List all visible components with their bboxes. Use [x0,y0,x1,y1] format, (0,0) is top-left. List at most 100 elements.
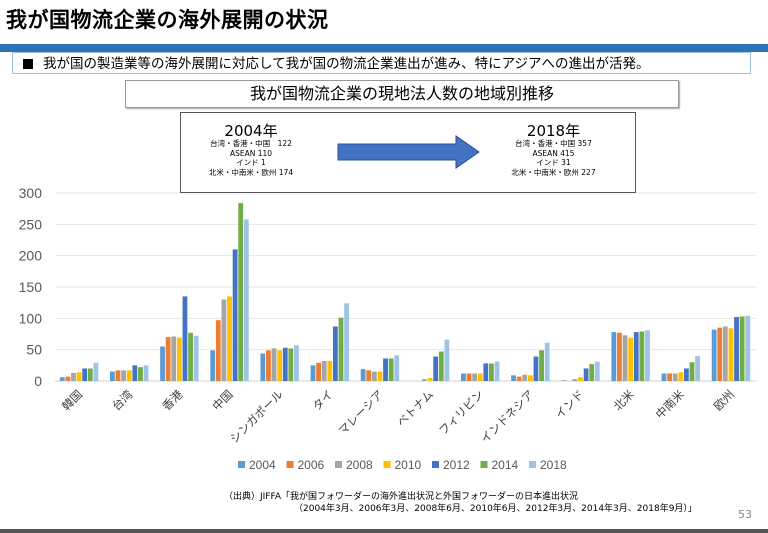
bar-2014 [539,350,544,381]
bar-2018 [494,361,500,381]
page-number: 53 [738,508,752,521]
info-line: 北米・中南米・欧州 174 [208,167,294,177]
bar-2018 [143,365,149,381]
bar-2012 [683,368,689,381]
bar-2012 [182,296,188,381]
bar-2010 [427,377,433,381]
x-tick-label: インドネシア [478,387,537,446]
y-tick-label: 200 [19,248,43,264]
bar-2008 [622,335,628,381]
bar-2014 [238,203,244,381]
info-box: 2004年 台湾・香港・中国 122 ASEAN 110 インド 1 北米・中南… [180,112,636,193]
bar-2014 [589,364,595,381]
bar-2006 [516,376,522,381]
source-line: （2004年3月、2006年3月、2008年6月、2010年6月、2012年3月… [294,504,697,514]
legend-label: 2012 [443,458,470,472]
info-2004: 2004年 台湾・香港・中国 122 ASEAN 110 インド 1 北米・中南… [196,123,306,177]
bar-2014 [689,362,695,381]
bar-2004 [511,375,516,381]
bar-2018 [193,335,199,381]
info-line: 台湾・香港・中国 357 [515,139,592,148]
bar-2004 [160,346,165,381]
bar-2018 [695,355,700,381]
bar-2004 [561,380,567,381]
legend-swatch [335,461,342,468]
bar-2004 [611,332,617,381]
bar-2010 [126,370,132,381]
x-tick-label: マレーシア [336,387,386,437]
bar-2018 [243,219,249,381]
x-tick-label: 北米 [611,387,638,414]
info-line: インド 1 [236,158,266,167]
page-title: 我が国物流企業の海外展開の状況 [6,8,329,32]
bar-2006 [215,320,221,381]
bar-2012 [82,368,88,381]
bar-2004 [310,365,316,381]
arrow-right-icon [337,135,480,169]
bar-2006 [266,350,271,381]
x-tick-label: シンガポール [227,387,286,446]
bar-2018 [594,361,600,381]
bar-2006 [165,337,171,381]
header-divider [0,44,768,52]
y-tick-label: 150 [19,279,43,295]
bar-2014 [639,331,645,381]
x-tick-label: インド [552,387,586,421]
y-tick-label: 0 [34,373,42,389]
bar-2010 [327,360,333,381]
info-year: 2018年 [526,122,581,140]
info-2018: 2018年 台湾・香港・中国 357 ASEAN 415 インド 31 北米・中… [501,123,606,177]
x-tick-label: ベトナム [394,387,436,429]
bar-2014 [87,368,93,381]
bar-2004 [59,377,65,381]
legend-label: 2014 [492,458,519,472]
summary-box: 我が国の製造業等の海外展開に対応して我が国の物流企業進出が進み、特にアジアへの進… [12,52,751,74]
bar-2008 [171,336,177,381]
bar-2012 [282,347,288,381]
y-tick-label: 50 [26,342,42,358]
info-line: 北米・中南米・欧州 227 [511,167,596,177]
bar-2008 [121,370,127,381]
bar-2012 [483,363,489,381]
bar-2014 [438,351,444,381]
bar-2008 [371,371,377,381]
bar-2018 [544,342,550,381]
bar-2010 [678,372,684,381]
bar-2018 [745,315,751,381]
bar-2004 [661,373,667,381]
bar-2012 [734,317,739,381]
legend-label: 2018 [540,458,567,472]
bar-2008 [71,372,76,381]
bottom-border [0,529,768,533]
bar-2004 [711,329,717,381]
bar-2004 [210,350,216,381]
bar-2014 [288,348,294,381]
x-tick-label: 中南米 [653,387,688,422]
chart-title: 我が国物流企業の現地法人数の地域別推移 [125,80,679,108]
bar-2010 [728,328,734,381]
bar-2004 [360,369,366,381]
legend-label: 2010 [395,458,422,472]
x-tick-label: 香港 [159,387,186,414]
bar-2018 [93,362,99,381]
bar-2006 [366,370,372,381]
info-line: ASEAN 415 [532,148,575,158]
x-tick-label: タイ [310,387,336,413]
info-line: 台湾・香港・中国 122 [210,139,292,148]
bar-2006 [717,327,723,381]
x-tick-label: 中国 [209,387,235,413]
bar-2008 [522,374,528,381]
source-note: （出典）JIFFA「我が国フォワーダーの海外進出状況と外国フォワーダーの日本進出… [224,491,697,515]
source-line: （出典）JIFFA「我が国フォワーダーの海外進出状況と外国フォワーダーの日本進出… [224,492,578,502]
bar-2010 [227,296,232,381]
bar-2014 [739,316,745,381]
legend-swatch [286,461,294,468]
bar-2012 [332,326,338,381]
bar-2010 [76,372,82,381]
legend-swatch [383,461,391,468]
bar-2014 [188,332,193,381]
bar-2006 [316,362,321,381]
bar-2014 [138,367,143,381]
bar-2010 [176,337,182,381]
legend-label: 2006 [298,458,325,472]
